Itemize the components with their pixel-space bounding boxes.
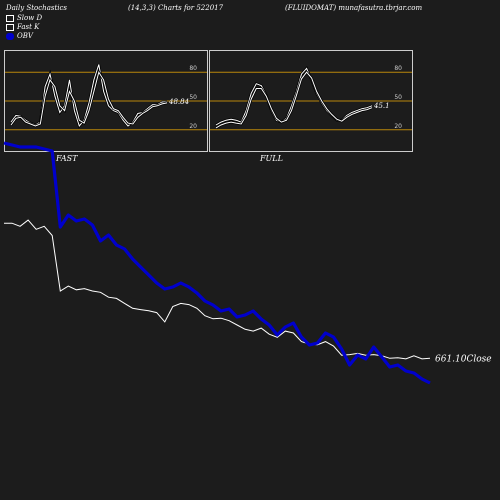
legend-slow-d-label: Slow D — [17, 14, 43, 22]
legend-obv: OBV — [6, 32, 42, 41]
legend-slow-d: Slow D — [6, 14, 42, 23]
fast-k-swatch-icon — [6, 24, 14, 31]
full-stochastic-panel: 80 50 20 45.1 — [209, 50, 413, 152]
full-svg: 80 50 20 45.1 — [210, 65, 412, 131]
full-ytick-80: 80 — [394, 65, 402, 72]
fast-ytick-20: 20 — [189, 123, 197, 130]
fast-stochastic-panel: 80 50 20 48.84 — [4, 50, 208, 152]
legend-obv-label: OBV — [17, 32, 33, 40]
chart-title-right: (FLUIDOMAT) munafasutra.tbrjar.com — [285, 4, 423, 12]
fast-ytick-50: 50 — [189, 94, 197, 101]
chart-title-left: Daily Stochastics — [6, 4, 68, 12]
legend-fast-k: Fast K — [6, 23, 42, 32]
fast-panel-label: FAST — [56, 154, 78, 163]
legend: Slow D Fast K OBV — [6, 14, 42, 41]
obv-line — [3, 141, 431, 385]
last-close-label: 661.10Close — [435, 354, 492, 364]
full-ytick-50: 50 — [394, 94, 402, 101]
full-series-1 — [215, 71, 373, 129]
obv-swatch-icon — [6, 33, 14, 40]
full-ytick-20: 20 — [394, 123, 402, 130]
slow-d-swatch-icon — [6, 15, 14, 22]
close-price-line — [4, 219, 431, 360]
fast-last-value-label: 48.84 — [168, 98, 189, 106]
chart-title-center: (14,3,3) Charts for 522017 — [128, 4, 224, 12]
full-panel-label: FULL — [260, 154, 283, 163]
fast-svg: 80 50 20 48.84 — [5, 64, 207, 131]
fast-ytick-80: 80 — [189, 65, 197, 72]
full-last-value-label: 45.1 — [373, 102, 390, 110]
fast-series-1 — [10, 70, 168, 127]
legend-fast-k-label: Fast K — [17, 23, 40, 31]
